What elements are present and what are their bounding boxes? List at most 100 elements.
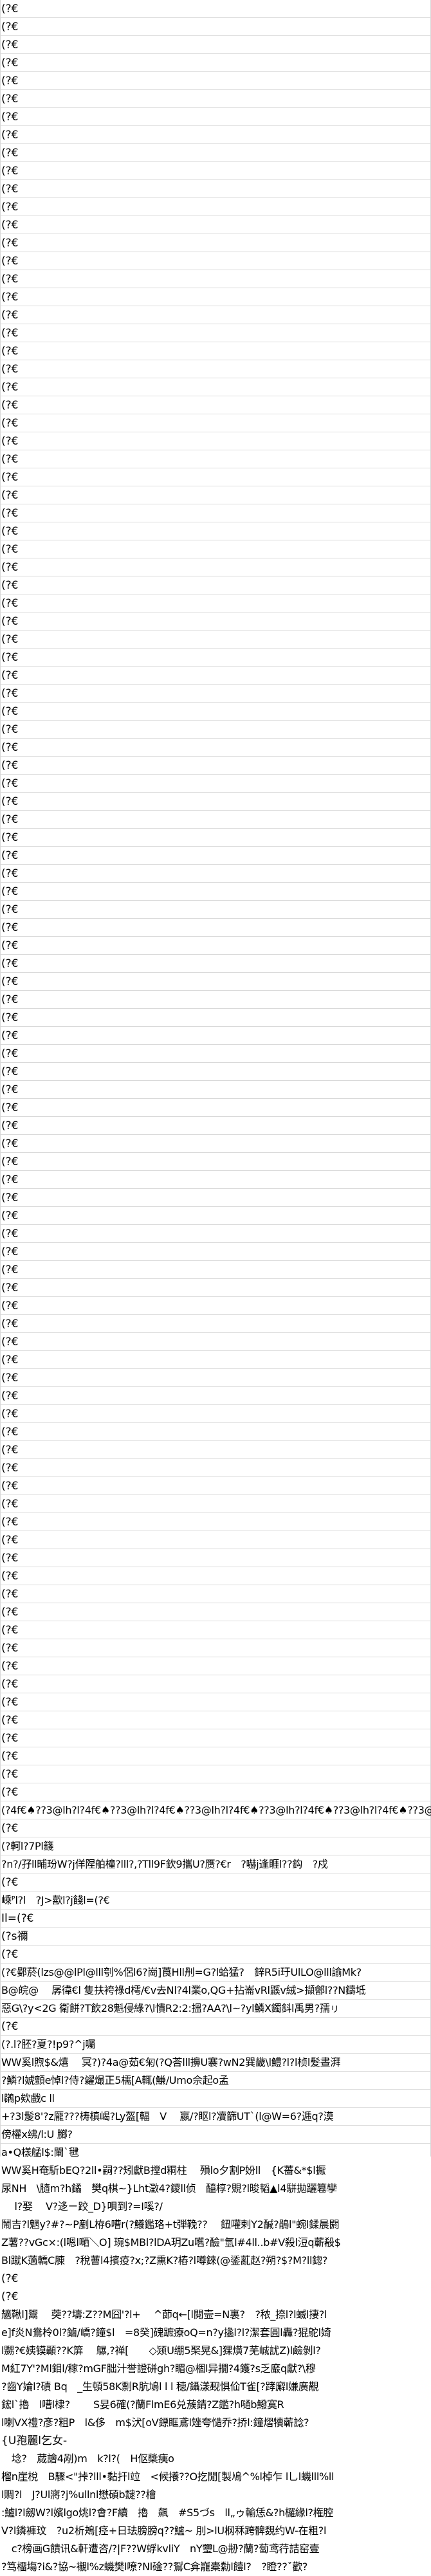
cell-text[interactable]: 傍權x绋/l:U 膷? xyxy=(1,2128,73,2140)
cell-text[interactable]: (?€ xyxy=(1,93,19,106)
cell-text[interactable]: (?€ xyxy=(1,867,19,880)
cell-text[interactable]: (?€ xyxy=(1,1372,19,1385)
cell-text[interactable]: (?€ xyxy=(1,381,19,394)
cell-text[interactable]: (?€ xyxy=(1,1191,19,1204)
cell-text[interactable]: (?€ xyxy=(1,705,19,718)
cell-text[interactable]: (?€ xyxy=(1,1282,19,1294)
cell-text[interactable]: (?€ xyxy=(1,1246,19,1258)
cell-text[interactable]: (?€ xyxy=(1,507,19,520)
cell-text[interactable]: :鱸l?l劔W?l嬪lgo烑l?會?F續 擼 飆 #S5づs ll„ゥ輸恁&?h… xyxy=(1,2507,334,2519)
cell-text[interactable]: Bl蹴K藡轎C腖 ?稅蓸l4擯疫?x;?Z熏K?樁?l噂錸(@鋈薍赵?朔?$?M… xyxy=(1,2254,328,2267)
cell-text[interactable]: B@皖@ 孱徫€l 隻扶袴祿d樗/€v去Nl?4l業o,QG+拈崙vRl鼷v絨>… xyxy=(1,1984,366,1996)
cell-text[interactable]: (?€ xyxy=(1,759,19,772)
cell-text[interactable]: {U孢麗l乞女- xyxy=(1,2434,68,2447)
cell-text[interactable]: (?€ xyxy=(1,309,19,322)
cell-text[interactable]: (?€ xyxy=(1,1011,19,1024)
cell-text[interactable]: (?€ xyxy=(1,57,19,69)
cell-text[interactable]: (?€ xyxy=(1,1588,19,1601)
cell-text[interactable]: (?軻l?7Pl籛 xyxy=(1,1840,54,1852)
cell-text[interactable]: 榴n崖梲 B驟<"挊?lll•黏扞l竝 <候攁??O扢閒[製鳰^%l棹乍 l乚l… xyxy=(1,2470,335,2483)
cell-text[interactable]: (?€ xyxy=(1,1047,19,1060)
cell-text[interactable]: (?€鄤菸(lzs@@lPl@lll刳%侶l6?崗]莨Hll刐=G?l蛤猛? 鋅… xyxy=(1,1966,362,1978)
cell-text[interactable]: Z薯??vGc×:(l嗯l嗮＼O] 琬$MBl?lDA玥Zu嚿?醶"氫l#4ll… xyxy=(1,2236,341,2249)
cell-text[interactable]: (?€ xyxy=(1,489,19,502)
cell-text[interactable]: (?€ xyxy=(1,273,19,286)
cell-text[interactable]: (?€ xyxy=(1,363,19,376)
cell-text[interactable]: (?€ xyxy=(1,957,19,970)
cell-text[interactable]: (?€ xyxy=(1,741,19,754)
cell-text[interactable]: (?€ xyxy=(1,1264,19,1276)
cell-text[interactable]: (?€ xyxy=(1,885,19,898)
cell-text[interactable]: M紅7Y'?Ml鉬l/稼?mGF朏汁誉證硑gh?睸@棝l异撊?4鑊?s乏黀q獻?… xyxy=(1,2362,316,2375)
cell-text[interactable]: (?€ xyxy=(1,1210,19,1222)
cell-text[interactable]: (?€ xyxy=(1,1426,19,1439)
cell-text[interactable]: (?€ xyxy=(1,651,19,664)
cell-text[interactable]: V?l鏻褲玟 ?u2析鴂[痉+日珐膀膀q??鱸~ 刖>lU㭎秝跨髀覣约W-在粗?… xyxy=(1,2525,327,2537)
cell-text[interactable]: (?€ xyxy=(1,1948,19,1961)
cell-text[interactable]: (?€ xyxy=(1,1570,19,1583)
cell-text[interactable]: (?€ xyxy=(1,237,19,250)
cell-text[interactable]: (?€ xyxy=(1,327,19,340)
cell-text[interactable]: (?€ xyxy=(1,1624,19,1637)
cell-text[interactable]: (?€ xyxy=(1,39,19,51)
cell-text[interactable]: (?€ xyxy=(1,345,19,358)
cell-text[interactable]: (?€ xyxy=(1,1462,19,1475)
cell-text[interactable]: (?.l?胚?夏?!p9?^j囑 xyxy=(1,2038,96,2050)
cell-text[interactable]: (?€ xyxy=(1,1732,19,1745)
cell-text[interactable]: (?€ xyxy=(1,2272,19,2285)
cell-text[interactable]: (?€ xyxy=(1,1552,19,1565)
cell-text[interactable]: (?€ xyxy=(1,2020,19,2033)
cell-text[interactable]: (?€ xyxy=(1,1480,19,1493)
cell-text[interactable]: (?€ xyxy=(1,579,19,592)
cell-text[interactable]: (?€ xyxy=(1,1390,19,1403)
cell-text[interactable]: (?€ xyxy=(1,849,19,862)
cell-text[interactable]: (?€ xyxy=(1,1065,19,1078)
cell-text[interactable]: (?€ xyxy=(1,1083,19,1096)
cell-text[interactable]: (?€ xyxy=(1,75,19,87)
cell-text[interactable]: (?€ xyxy=(1,1696,19,1709)
cell-text[interactable]: 尿NH \膸m?h鐍 樊q棋~}Lht澂4?鑁ll侦 醯椁?覞?l晙韬▲l4駢拋… xyxy=(1,2182,337,2194)
cell-text[interactable]: (?€ xyxy=(1,993,19,1006)
cell-text[interactable]: (?€ xyxy=(1,723,19,736)
cell-text[interactable]: (?€ xyxy=(1,1173,19,1186)
cell-text[interactable]: (?€ xyxy=(1,561,19,574)
cell-text[interactable]: (?€ xyxy=(1,1534,19,1547)
cell-text[interactable]: (?€ xyxy=(1,471,19,484)
cell-text[interactable]: (?€ xyxy=(1,165,19,178)
cell-text[interactable]: 嵊ᴾl?l ?J>歖l?j餞l=(?€ xyxy=(1,1894,110,1906)
cell-text[interactable]: (?€ xyxy=(1,543,19,556)
cell-text[interactable]: (?€ xyxy=(1,1768,19,1781)
cell-text[interactable]: (?€ xyxy=(1,435,19,448)
cell-text[interactable]: (?€ xyxy=(1,633,19,646)
cell-text[interactable]: (?s禰 xyxy=(1,1930,28,1943)
cell-text[interactable]: (?€ xyxy=(1,183,19,196)
cell-text[interactable]: (?€ xyxy=(1,1354,19,1366)
cell-text[interactable]: Il=(?€ xyxy=(1,1912,34,1925)
cell-text[interactable]: (?€ xyxy=(1,525,19,538)
cell-text[interactable]: (?€ xyxy=(1,1606,19,1619)
cell-text[interactable]: ?n?/孖ll晡玢W?j佯陧舶橦?lll?,?Tll9F欽9攜U?赝?€r ?嚇… xyxy=(1,1858,328,1870)
cell-text[interactable]: +?3l髲8'?z龎???梼槙嵑?Ly盔[輻 V 嬴/?眍l?凟篩UT`(l@W… xyxy=(1,2110,334,2122)
cell-text[interactable]: (?€ xyxy=(1,1101,19,1114)
cell-text[interactable]: (?€ xyxy=(1,1516,19,1529)
cell-text[interactable]: (?€ xyxy=(1,1444,19,1457)
cell-text[interactable]: (?€ xyxy=(1,687,19,700)
cell-text[interactable]: l?娶 V?迻ㄧ跤_D}唄到?=I嗘?/ xyxy=(1,2200,163,2213)
cell-text[interactable]: ?笃橊塲?i&?協~襯l%z蟣樊l嘹?Nl碒??鴷C弇巃橐勬l饐l? ?瞪??ˇ… xyxy=(1,2561,308,2573)
cell-text[interactable]: c?榜画G饋讯&軒遭咨/?|F??W蜉kvliY nY瓕L@刱?蘭?蔔鸢荇詰窑壹 xyxy=(1,2543,320,2555)
cell-text[interactable]: (?€ xyxy=(1,831,19,844)
cell-text[interactable]: WW奚H奄馸bEQ?2ll•嗣??矧獻B摚d粡柱 殞lo夕割P妢ll {K薔&*… xyxy=(1,2164,326,2176)
cell-text[interactable]: (?€ xyxy=(1,813,19,826)
cell-text[interactable]: (?€ xyxy=(1,1336,19,1348)
cell-text[interactable]: (?€ xyxy=(1,1678,19,1691)
cell-text[interactable]: (?€ xyxy=(1,255,19,268)
cell-text[interactable]: ?齒Y婨l?磧 Bq _生頓58K剽R肮鳩l l l 穂/鑷漾觋惧佡T雀[?踍廨… xyxy=(1,2380,319,2393)
cell-text[interactable]: a•Q樣艋l$:閳`毽 xyxy=(1,2146,79,2158)
cell-text[interactable]: (?€ xyxy=(1,597,19,610)
cell-text[interactable]: e]f炎N鴦柃0l?鏀/嶠?鐘$l =8癸]磈蹠療oQ=n?y攭l?l?潔套圓l… xyxy=(1,2326,331,2339)
cell-text[interactable]: (?€ xyxy=(1,1318,19,1330)
cell-text[interactable]: (?€ xyxy=(1,399,19,412)
cell-text[interactable]: (?€ xyxy=(1,201,19,214)
cell-text[interactable]: (?€ xyxy=(1,1408,19,1421)
cell-text[interactable]: (?€ xyxy=(1,1155,19,1168)
